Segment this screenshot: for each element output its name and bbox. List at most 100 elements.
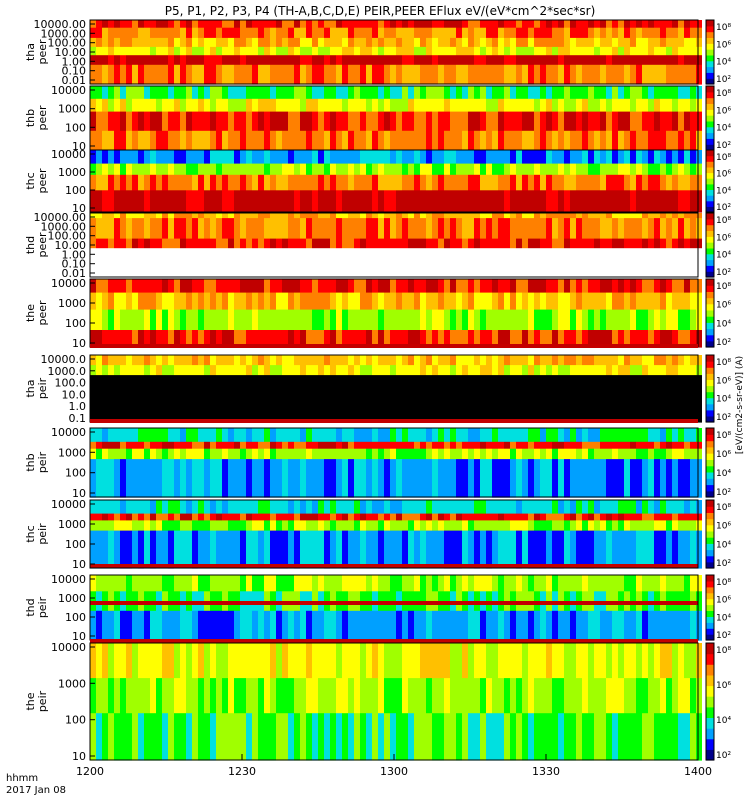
- heatmap-cell: [624, 678, 630, 714]
- heatmap-cell: [282, 150, 288, 165]
- heatmap-cell: [150, 46, 156, 56]
- heatmap-cell: [432, 174, 438, 191]
- heatmap-cell: [588, 575, 594, 592]
- heatmap-cell: [318, 37, 324, 48]
- heatmap-cell: [258, 46, 264, 56]
- heatmap-cell: [216, 20, 222, 29]
- heatmap-cell: [366, 292, 372, 311]
- colorbar-swatch: [706, 115, 714, 122]
- quality-flag-bar: [90, 564, 698, 568]
- heatmap-cell: [384, 86, 390, 100]
- heatmap-cell: [324, 190, 330, 213]
- heatmap-cell: [306, 150, 312, 165]
- heatmap-cell: [672, 355, 678, 366]
- heatmap-cell: [354, 279, 360, 294]
- heatmap-cell: [336, 292, 342, 311]
- heatmap-cell: [294, 248, 300, 278]
- heatmap-cell: [174, 111, 180, 132]
- heatmap-cell: [648, 174, 654, 191]
- heatmap-cell: [150, 713, 156, 761]
- heatmap-cell: [510, 448, 516, 460]
- heatmap-cell: [336, 20, 342, 29]
- heatmap-cell: [228, 64, 234, 85]
- heatmap-cell: [492, 428, 498, 443]
- heatmap-cell: [606, 98, 612, 113]
- heatmap-cell: [552, 213, 558, 219]
- heatmap-cell: [534, 238, 540, 249]
- heatmap-cell: [360, 111, 366, 132]
- heatmap-cell: [618, 500, 624, 515]
- heatmap-cell: [276, 448, 282, 460]
- heatmap-cell: [330, 27, 336, 39]
- heatmap-cell: [636, 190, 642, 213]
- heatmap-cell: [210, 86, 216, 100]
- heatmap-cell: [630, 365, 636, 376]
- heatmap-cell: [354, 678, 360, 714]
- heatmap-cell: [690, 37, 696, 48]
- heatmap-cell: [672, 500, 678, 515]
- heatmap-cell: [198, 309, 204, 331]
- heatmap-cell: [168, 441, 174, 450]
- heatmap-cell: [576, 520, 582, 532]
- heatmap-cell: [666, 64, 672, 85]
- heatmap-cell: [438, 190, 444, 213]
- heatmap-cell: [612, 20, 618, 29]
- heatmap-cell: [672, 190, 678, 213]
- heatmap-cell: [492, 441, 498, 450]
- heatmap-cell: [228, 174, 234, 191]
- heatmap-cell: [450, 500, 456, 515]
- heatmap-cell: [648, 279, 654, 294]
- heatmap-cell: [300, 55, 306, 66]
- heatmap-cell: [672, 174, 678, 191]
- heatmap-cell: [450, 575, 456, 592]
- heatmap-cell: [654, 375, 660, 423]
- heatmap-cell: [672, 55, 678, 66]
- heatmap-cell: [342, 37, 348, 48]
- heatmap-cell: [522, 98, 528, 113]
- heatmap-cell: [606, 448, 612, 460]
- heatmap-cell: [348, 27, 354, 39]
- heatmap-cell: [288, 513, 294, 521]
- heatmap-cell: [402, 174, 408, 191]
- heatmap-cell: [672, 248, 678, 278]
- heatmap-cell: [234, 111, 240, 132]
- heatmap-cell: [534, 365, 540, 376]
- heatmap-cell: [204, 355, 210, 366]
- heatmap-cell: [648, 64, 654, 85]
- heatmap-cell: [318, 292, 324, 311]
- heatmap-cell: [510, 365, 516, 376]
- heatmap-cell: [198, 575, 204, 592]
- heatmap-cell: [336, 448, 342, 460]
- heatmap-cell: [390, 86, 396, 100]
- heatmap-cell: [642, 64, 648, 85]
- heatmap-cell: [606, 610, 612, 641]
- heatmap-cell: [354, 86, 360, 100]
- heatmap-cell: [684, 678, 690, 714]
- heatmap-cell: [696, 190, 702, 213]
- colorbar-swatch: [706, 195, 714, 202]
- heatmap-cell: [684, 150, 690, 165]
- heatmap-cell: [414, 130, 420, 151]
- heatmap-cell: [462, 459, 468, 498]
- heatmap-cell: [414, 459, 420, 498]
- heatmap-cell: [384, 610, 390, 641]
- heatmap-cell: [414, 355, 420, 366]
- heatmap-cell: [696, 55, 702, 66]
- heatmap-cell: [234, 279, 240, 294]
- heatmap-cell: [276, 163, 282, 176]
- heatmap-cell: [528, 46, 534, 56]
- chart-title: P5, P1, P2, P3, P4 (TH-A,B,C,D,E) PEIR,P…: [165, 4, 596, 18]
- heatmap-cell: [594, 448, 600, 460]
- heatmap-cell: [414, 428, 420, 443]
- heatmap-cell: [420, 27, 426, 39]
- heatmap-cell: [294, 448, 300, 460]
- heatmap-cell: [552, 643, 558, 679]
- y-tick-label: 10: [72, 202, 86, 215]
- heatmap-cell: [534, 55, 540, 66]
- heatmap-cell: [636, 20, 642, 29]
- heatmap-cell: [198, 428, 204, 443]
- heatmap-cell: [384, 678, 390, 714]
- y-tick-label: 1000.00: [41, 27, 87, 40]
- heatmap-cell: [312, 330, 318, 348]
- heatmap-cell: [240, 27, 246, 39]
